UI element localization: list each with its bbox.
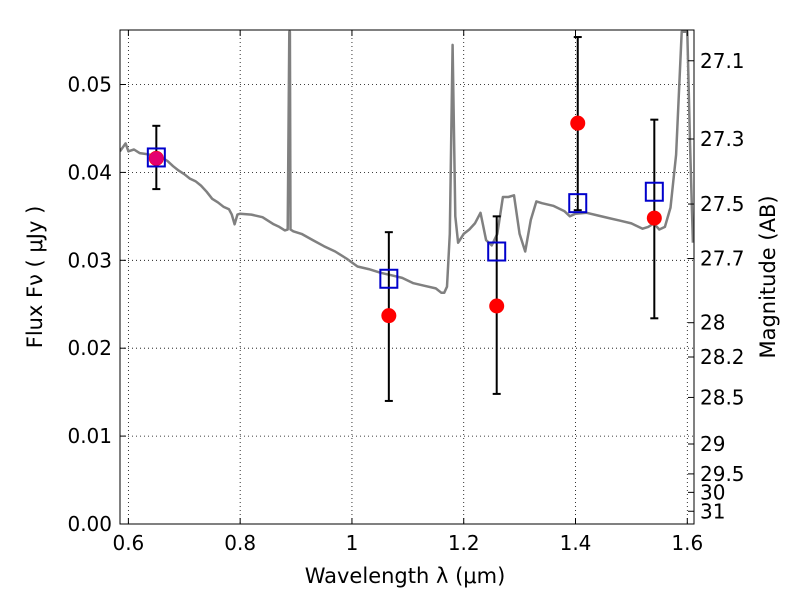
- observed-flux-point: [570, 115, 586, 131]
- ticks: 0.6 0.8 1 1.2 1.4 1.6 0.00 0.01 0.02 0.03 0.04 0.05…: [67, 30, 745, 555]
- x-tick-label: 1.6: [671, 531, 703, 555]
- model-flux-point: [379, 268, 399, 289]
- magnitude-tick-label: 29: [700, 432, 725, 456]
- y-tick-label: 0.02: [67, 336, 112, 360]
- magnitude-tick-label: 29.5: [700, 462, 745, 486]
- magnitude-tick-label: 28.2: [700, 345, 745, 369]
- y-tick-label: 0.05: [67, 72, 112, 96]
- observed-flux-point: [381, 308, 397, 324]
- magnitude-tick-label: 28.5: [700, 385, 745, 409]
- overlap-point: [149, 151, 164, 166]
- y-tick-label: 0.04: [67, 160, 112, 184]
- model-flux-point: [487, 241, 507, 262]
- x-tick-label: 0.6: [112, 531, 144, 555]
- series-group: [120, 30, 694, 402]
- y-tick-label: 0.01: [67, 424, 112, 448]
- plot-frame: [119, 29, 695, 525]
- x-tick-label: 0.8: [224, 531, 256, 555]
- magnitude-tick-label: 27.7: [700, 247, 745, 271]
- model-flux-point: [568, 193, 588, 214]
- magnitude-tick-label: 30: [700, 480, 725, 504]
- magnitude-tick-label: 31: [700, 499, 725, 523]
- x-tick-label: 1.4: [560, 531, 592, 555]
- magnitude-tick-label: 28: [700, 311, 725, 335]
- y-axis-label: Flux Fν ( μJy ): [23, 206, 47, 349]
- y-tick-label: 0.00: [67, 512, 112, 536]
- observed-flux-point: [646, 210, 662, 226]
- series: [120, 30, 694, 402]
- model-flux-point: [146, 147, 166, 168]
- right-axis-label: Magnitude (AB): [756, 195, 780, 358]
- model-flux-point: [644, 181, 664, 202]
- magnitude-tick-label: 27.5: [700, 192, 745, 216]
- x-tick-label: 1: [346, 531, 359, 555]
- model-spectrum-line: [120, 30, 694, 295]
- magnitude-tick-label: 27.3: [700, 127, 745, 151]
- x-axis-label: Wavelength λ (μm): [305, 564, 506, 588]
- magnitude-tick-label: 27.1: [700, 49, 745, 73]
- plot-background: [120, 30, 694, 524]
- x-tick-label: 1.2: [448, 531, 480, 555]
- y-tick-label: 0.03: [67, 248, 112, 272]
- observed-flux-point: [489, 298, 505, 314]
